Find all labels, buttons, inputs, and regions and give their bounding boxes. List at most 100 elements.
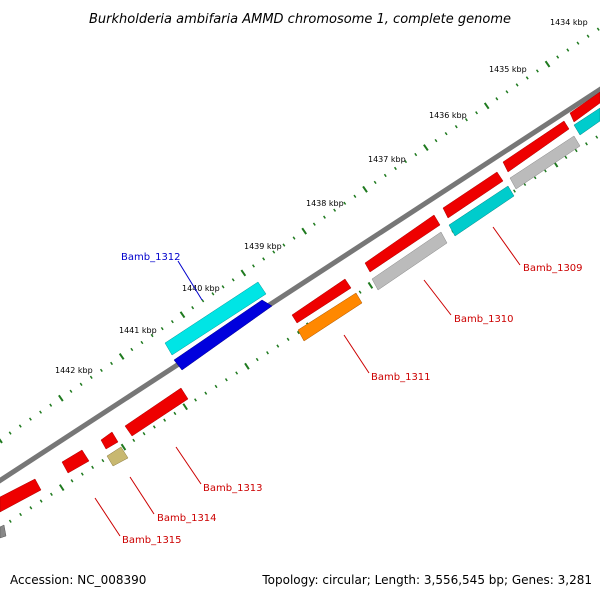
gene-label-bamb-1314[interactable]: Bamb_1314: [157, 513, 217, 524]
gene-feature-red[interactable]: [502, 120, 570, 173]
outer-tick-mark: [475, 111, 479, 115]
inner-tick-mark: [204, 391, 208, 395]
gene-feature-blue[interactable]: [173, 299, 273, 371]
outer-tick-mark: [576, 41, 580, 45]
outer-tick-mark: [272, 250, 276, 254]
inner-tick-mark: [91, 465, 95, 470]
inner-tick-mark: [80, 472, 84, 476]
gene-feature-gray[interactable]: [0, 524, 7, 539]
outer-tick-mark: [240, 269, 247, 277]
inner-tick-mark: [214, 384, 218, 389]
outer-tick-mark: [362, 185, 368, 193]
inner-tick-mark: [244, 362, 250, 370]
outer-tick-mark: [312, 222, 316, 226]
inner-tick-mark: [286, 337, 290, 341]
outer-tick-mark: [130, 347, 134, 352]
chromosome-backbone: [0, 86, 600, 484]
outer-tick-mark: [393, 166, 397, 171]
callout-line-bamb-1313: [175, 446, 202, 485]
outer-tick-mark: [566, 48, 570, 52]
gene-label-bamb-1309[interactable]: Bamb_1309: [523, 263, 583, 274]
inner-tick-mark: [8, 519, 12, 523]
outer-tick-mark: [179, 311, 186, 319]
inner-tick-mark: [152, 425, 156, 429]
inner-tick-mark: [142, 431, 146, 436]
kbp-label-1434: 1434 kbp: [550, 18, 588, 27]
gene-feature-gray[interactable]: [371, 231, 448, 291]
accession-text: Accession: NC_008390: [10, 573, 147, 587]
inner-tick-mark: [120, 443, 127, 451]
gene-feature-red[interactable]: [100, 431, 119, 450]
outer-tick-mark: [353, 194, 357, 198]
inner-tick-mark: [58, 484, 65, 492]
gene-feature-red[interactable]: [569, 91, 600, 123]
gene-feature-gray[interactable]: [509, 135, 581, 190]
inner-tick-mark: [194, 398, 197, 402]
gene-feature-red[interactable]: [442, 171, 504, 219]
outer-tick-track: [0, 27, 600, 444]
kbp-label-1436: 1436 kbp: [429, 111, 467, 120]
inner-tick-mark: [296, 330, 300, 335]
outer-tick-mark: [586, 34, 590, 38]
outer-tick-mark: [464, 118, 468, 122]
inner-tick-mark: [235, 371, 239, 375]
inner-tick-mark: [585, 142, 588, 146]
outer-tick-mark: [150, 333, 154, 338]
gene-feature-orange[interactable]: [297, 292, 363, 342]
gene-label-bamb-1313[interactable]: Bamb_1313: [203, 483, 263, 494]
outer-tick-mark: [69, 389, 73, 393]
gene-label-bamb-1310[interactable]: Bamb_1310: [454, 314, 514, 325]
inner-tick-mark: [49, 492, 53, 496]
gene-feature-red[interactable]: [61, 449, 90, 474]
inner-tick-mark: [574, 148, 578, 153]
outer-tick-mark: [505, 90, 509, 94]
inner-tick-mark: [39, 499, 43, 503]
outer-tick-mark: [140, 340, 144, 345]
outer-tick-mark: [535, 69, 539, 73]
outer-tick-mark: [515, 83, 519, 87]
inner-tick-mark: [182, 403, 188, 411]
inner-tick-mark: [29, 506, 33, 510]
gene-label-bamb-1311[interactable]: Bamb_1311: [371, 372, 431, 383]
outer-tick-mark: [79, 382, 83, 386]
outer-tick-mark: [444, 131, 448, 136]
outer-tick-mark: [49, 403, 53, 407]
outer-gene-track: [0, 91, 600, 513]
outer-tick-mark: [201, 299, 205, 303]
outer-tick-mark: [483, 102, 490, 110]
inner-tick-mark: [224, 378, 228, 382]
outer-tick-mark: [211, 292, 215, 296]
outer-tick-mark: [454, 125, 458, 129]
kbp-label-1441: 1441 kbp: [119, 326, 157, 335]
gene-feature-cyan[interactable]: [573, 107, 600, 136]
callout-line-bamb-1312: [177, 260, 203, 301]
gene-feature-khaki[interactable]: [106, 446, 129, 467]
genome-summary-text: Topology: circular; Length: 3,556,545 bp…: [262, 573, 592, 587]
outer-tick-mark: [282, 243, 286, 247]
outer-tick-mark: [170, 319, 174, 324]
gene-feature-cyan[interactable]: [448, 185, 515, 237]
gene-labels: Bamb_1309 Bamb_1310 Bamb_1311 Bamb_1312 …: [121, 252, 583, 546]
gene-feature-red[interactable]: [291, 278, 352, 324]
inner-tick-mark: [513, 189, 516, 193]
outer-tick-mark: [39, 410, 43, 414]
gene-feature-cyan[interactable]: [164, 281, 267, 356]
outer-tick-mark: [525, 76, 529, 80]
outer-tick-mark: [160, 326, 164, 331]
outer-tick-mark: [18, 424, 22, 428]
callout-line-bamb-1314: [129, 476, 155, 515]
genome-title: Burkholderia ambifaria AMMD chromosome 1…: [89, 12, 511, 27]
gene-label-bamb-1312[interactable]: Bamb_1312: [121, 252, 181, 263]
gene-feature-red[interactable]: [124, 387, 189, 437]
kbp-label-1440: 1440 kbp: [182, 284, 220, 293]
gene-label-bamb-1315[interactable]: Bamb_1315: [122, 535, 182, 546]
outer-tick-mark: [191, 306, 195, 310]
outer-tick-mark: [58, 394, 64, 402]
gene-feature-red[interactable]: [364, 214, 441, 273]
inner-tick-mark: [19, 512, 23, 517]
gene-feature-red[interactable]: [0, 478, 42, 513]
outer-tick-mark: [0, 438, 3, 444]
outer-tick-mark: [262, 257, 266, 261]
inner-tick-mark: [367, 281, 374, 289]
inner-tick-mark: [101, 458, 105, 463]
